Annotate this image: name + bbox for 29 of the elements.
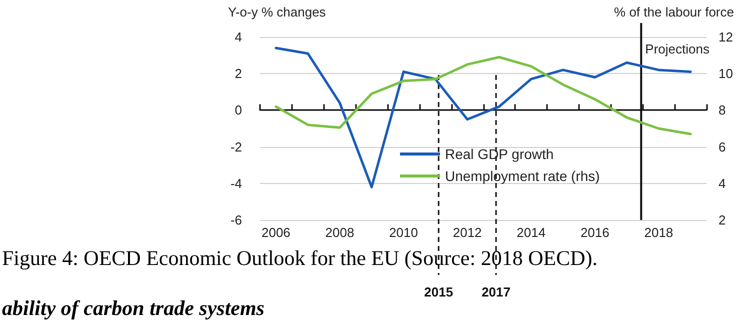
- ref-line-label: Projections: [645, 42, 710, 56]
- x-tick-label: 2016: [580, 225, 610, 240]
- legend-label: Unemployment rate (rhs): [445, 168, 600, 184]
- x-tick-label: 2008: [325, 225, 354, 240]
- y-tick-label: -6: [230, 212, 242, 228]
- text: ability of carbon trade systems: [2, 296, 264, 320]
- y2-axis-title: % of the labour force: [614, 4, 734, 20]
- line-series: [274, 56, 692, 136]
- y2-tick-label: 10: [718, 66, 734, 82]
- text: 2015: [424, 284, 454, 300]
- x-tick-label: 2010: [389, 225, 418, 240]
- x-tick-label: 2012: [452, 225, 482, 240]
- legend-label: Real GDP growth: [445, 146, 554, 162]
- x-tick-label: 2006: [261, 225, 290, 240]
- y-axis-title: Y-o-y % changes: [228, 4, 326, 20]
- y2-tick-label: 4: [718, 176, 726, 191]
- y2-tick-label: 8: [718, 102, 726, 118]
- y-tick-label: 4: [234, 30, 242, 44]
- y2-tick-label: 12: [718, 30, 734, 44]
- x-tick-label: 2018: [644, 225, 674, 240]
- x-tick-label: 2014: [516, 225, 546, 240]
- y-tick-label: -2: [230, 139, 242, 154]
- caption: Figure 4: OECD Economic Outlook for the EU (Source: 2018 OECD).: [2, 246, 598, 270]
- text: 2017: [482, 284, 510, 300]
- y-tick-label: 2: [234, 66, 242, 82]
- y2-tick-label: 2: [718, 212, 726, 228]
- y-tick-label: -4: [230, 176, 242, 191]
- y-tick-label: 0: [234, 102, 242, 118]
- y2-tick-label: 6: [718, 139, 726, 154]
